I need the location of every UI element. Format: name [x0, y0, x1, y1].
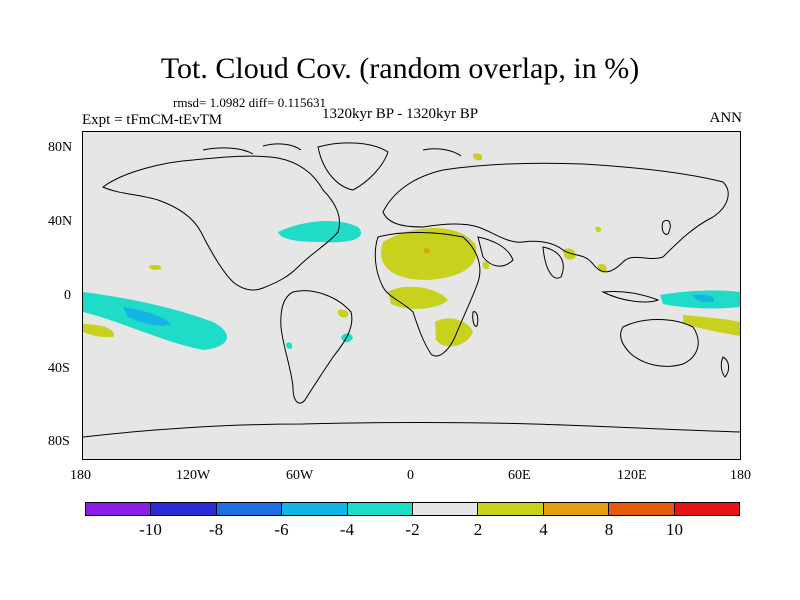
colorbar-swatch	[347, 503, 414, 515]
anomaly-patch-positive	[337, 309, 349, 318]
anomaly-patch-positive	[83, 324, 114, 338]
anomaly-patch-positive	[423, 248, 431, 254]
colorbar-label: 10	[666, 520, 683, 539]
antarctica-coastline	[83, 422, 740, 438]
madagascar-coastline	[472, 311, 479, 327]
greenland-coastline	[317, 142, 389, 191]
anomaly-patch-negative	[286, 342, 293, 349]
colorbar-swatch	[282, 503, 348, 515]
lat-label-40n: 40N	[48, 214, 73, 229]
anomaly-patch-negative	[341, 333, 353, 343]
lon-label-180e: 180	[730, 468, 751, 483]
anomaly-patch-positive	[482, 261, 490, 270]
north-america-coastline	[102, 155, 340, 291]
anomaly-patch-strong-negative	[123, 307, 171, 326]
anomaly-patch-positive	[388, 286, 448, 309]
colorbar-label: 4	[539, 520, 548, 539]
lon-label-60e: 60E	[508, 468, 531, 483]
colorbar-label: 8	[604, 520, 614, 539]
indonesia-coastline	[601, 291, 660, 303]
lat-label-80n: 80N	[48, 140, 73, 155]
colorbar-swatch	[609, 503, 675, 515]
colorbar-swatch	[216, 503, 283, 515]
arabia-coastline	[477, 236, 514, 267]
lon-label-180w: 180	[70, 468, 91, 483]
experiment-label: Expt = tFmCM-tEvTM	[82, 112, 223, 128]
anomaly-patch-positive	[683, 315, 740, 336]
lon-label-120w: 120W	[176, 468, 211, 483]
colorbar-label: -10	[139, 520, 162, 539]
colorbar-label: -6	[274, 520, 289, 539]
colorbar-swatch	[674, 503, 740, 515]
anomaly-patch-positive	[595, 226, 602, 233]
arctic-islands-coastline	[202, 143, 462, 157]
lat-label-40s: 40S	[48, 361, 70, 376]
colorbar-swatch	[478, 503, 544, 515]
colorbar-swatch	[86, 503, 152, 515]
anomaly-patch-positive	[472, 153, 483, 161]
anomaly-patch-positive	[381, 228, 477, 280]
map-title: Tot. Cloud Cov. (random overlap, in %)	[160, 52, 640, 85]
colorbar-label: -2	[405, 520, 420, 539]
colorbar-label: -4	[339, 520, 355, 539]
eurasia-coastline	[382, 162, 729, 273]
anomaly-patch-positive	[435, 318, 473, 347]
world-map	[82, 131, 741, 460]
colorbar-swatch	[413, 503, 479, 515]
australia-coastline	[620, 319, 699, 367]
coastlines	[83, 142, 740, 438]
lon-label-0: 0	[407, 468, 414, 483]
japan-coastline	[661, 219, 671, 235]
season-label: ANN	[709, 110, 743, 126]
anomaly-patch-negative	[278, 220, 362, 243]
lon-label-60w: 60W	[286, 468, 314, 483]
colorbar	[85, 502, 740, 516]
india-coastline	[542, 246, 564, 279]
anomaly-patches	[83, 153, 740, 350]
colorbar-label: -8	[208, 520, 224, 539]
colorbar-swatch	[151, 503, 217, 515]
map-canvas	[83, 142, 740, 438]
stats-label: rmsd= 1.0982 diff= 0.115631	[173, 95, 326, 110]
colorbar-label: 2	[473, 520, 483, 539]
anomaly-patch-positive	[149, 265, 162, 270]
anomaly-patch-strong-negative	[693, 294, 715, 303]
new-zealand-coastline	[720, 356, 730, 378]
colorbar-swatch	[543, 503, 610, 515]
africa-coastline	[374, 232, 481, 357]
south-america-coastline	[280, 290, 353, 404]
lat-label-80s: 80S	[48, 434, 70, 449]
lat-label-0: 0	[64, 288, 71, 303]
period-label: 1320kyr BP - 1320kyr BP	[322, 106, 479, 122]
lon-label-120e: 120E	[617, 468, 647, 483]
